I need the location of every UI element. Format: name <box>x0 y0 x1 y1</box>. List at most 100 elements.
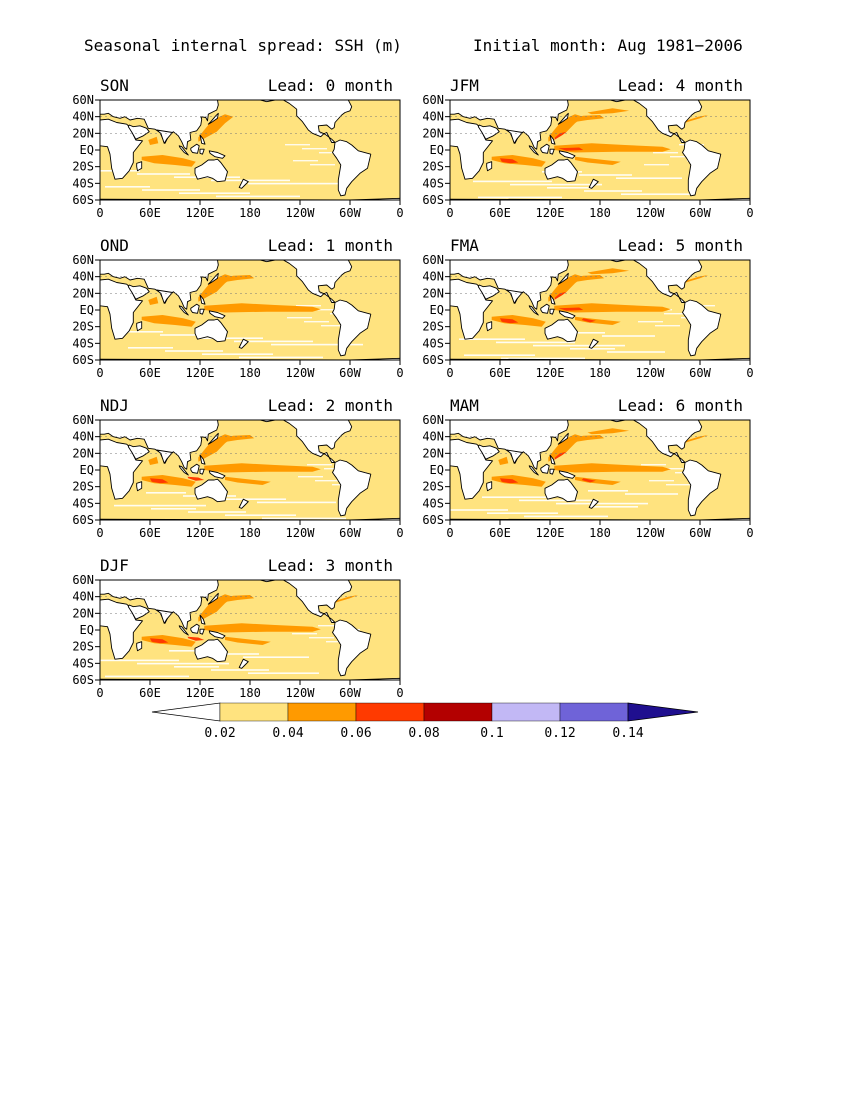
low-spread-streak <box>292 633 317 635</box>
low-spread-streak <box>670 156 695 158</box>
lat-tick-label: 60S <box>422 353 444 367</box>
low-spread-streak <box>211 179 290 182</box>
lat-tick-label: EQ <box>80 463 94 477</box>
landmass <box>332 299 372 357</box>
low-spread-streak <box>105 186 150 188</box>
landmass <box>238 178 249 189</box>
landmass <box>100 278 143 340</box>
lat-tick-label: 40S <box>72 176 94 190</box>
landmass <box>528 465 539 476</box>
low-spread-streak <box>169 650 209 652</box>
landmass <box>540 463 550 474</box>
colorbar-upper-triangle <box>627 702 699 722</box>
spread-contour-004 <box>491 155 546 167</box>
low-spread-streak <box>533 344 625 347</box>
spread-contour-004 <box>216 275 255 284</box>
lat-tick-label: 40S <box>72 656 94 670</box>
spread-contour-006 <box>500 318 519 324</box>
spread-contour-004 <box>198 114 234 142</box>
spread-contour-004 <box>587 428 630 435</box>
lon-tick-label: 120W <box>286 686 316 700</box>
lon-tick-label: 0 <box>396 526 403 540</box>
landmass <box>100 420 219 470</box>
low-spread-streak <box>188 511 246 513</box>
spread-contour-006 <box>581 318 596 323</box>
figure-initial-month: Initial month: Aug 1981−2006 <box>473 36 743 55</box>
colorbar-swatch <box>491 702 561 722</box>
lon-tick-label: 0 <box>96 206 103 220</box>
spread-contour-006 <box>558 147 584 151</box>
landmass <box>682 139 722 197</box>
panel-lead-label: Lead: 1 month <box>268 236 393 255</box>
spread-contour-006 <box>187 636 205 641</box>
colorbar-label: 0.1 <box>480 726 503 741</box>
landmass <box>549 148 555 155</box>
landmass <box>540 303 550 314</box>
landmass <box>190 623 200 634</box>
landmass <box>238 338 249 349</box>
panel-lead-label: Lead: 6 month <box>618 396 743 415</box>
lon-tick-label: 180 <box>239 206 261 220</box>
spread-contour-004 <box>575 316 621 325</box>
landmass <box>549 468 555 475</box>
lon-tick-label: 0 <box>446 526 453 540</box>
colorbar-label: 0.04 <box>272 726 303 741</box>
spread-contour-006 <box>554 131 567 140</box>
low-spread-streak <box>293 160 318 162</box>
colorbar-label: 0.14 <box>612 726 643 741</box>
lon-tick-label: 60E <box>139 366 161 380</box>
lat-tick-label: 40S <box>422 496 444 510</box>
spread-contour-006 <box>581 478 596 483</box>
spread-contour-004 <box>141 155 196 167</box>
landmass <box>477 444 500 460</box>
lon-tick-label: 120E <box>186 526 215 540</box>
lat-tick-label: 60N <box>72 573 94 587</box>
spread-contour-004 <box>554 143 671 153</box>
low-spread-streak <box>248 672 319 674</box>
landmass <box>190 463 200 474</box>
lon-tick-label: 120W <box>636 206 666 220</box>
spread-contour-004 <box>141 475 196 487</box>
landmass <box>207 432 219 445</box>
lat-tick-label: 20S <box>72 480 94 494</box>
spread-contour-004 <box>566 435 605 444</box>
landmass <box>588 338 599 349</box>
lat-tick-label: 60N <box>72 93 94 107</box>
colorbar-swatch <box>219 702 289 722</box>
landmass <box>477 284 500 300</box>
low-spread-streak <box>146 492 186 494</box>
low-spread-streak <box>588 490 628 492</box>
lon-tick-label: 120W <box>286 366 316 380</box>
spread-contour-004 <box>566 115 605 124</box>
landmass <box>156 609 173 624</box>
lon-tick-label: 0 <box>446 366 453 380</box>
landmass <box>194 318 228 343</box>
lat-tick-label: 40S <box>422 176 444 190</box>
low-spread-streak <box>519 499 598 502</box>
lon-tick-label: 60W <box>689 206 711 220</box>
landmass <box>486 161 493 172</box>
landmass <box>588 498 599 509</box>
panel-season-label: FMA <box>450 236 479 255</box>
lat-tick-label: 40N <box>422 270 444 284</box>
low-spread-streak <box>570 348 615 350</box>
low-spread-streak <box>473 180 552 183</box>
spread-contour-004 <box>587 268 630 275</box>
spread-contour-004 <box>204 463 321 473</box>
panel-lead-label: Lead: 2 month <box>268 396 393 415</box>
low-spread-streak <box>644 164 669 166</box>
lat-tick-label: 20N <box>422 126 444 140</box>
panel-season-label: OND <box>100 236 129 255</box>
landmass <box>100 598 143 660</box>
lat-tick-label: 60S <box>422 513 444 527</box>
landmass <box>190 303 200 314</box>
low-spread-streak <box>616 177 682 179</box>
low-spread-streak <box>464 354 535 356</box>
spread-contour-006 <box>500 158 519 164</box>
lon-tick-label: 180 <box>239 526 261 540</box>
panel-season-label: NDJ <box>100 396 129 415</box>
landmass <box>156 289 173 304</box>
